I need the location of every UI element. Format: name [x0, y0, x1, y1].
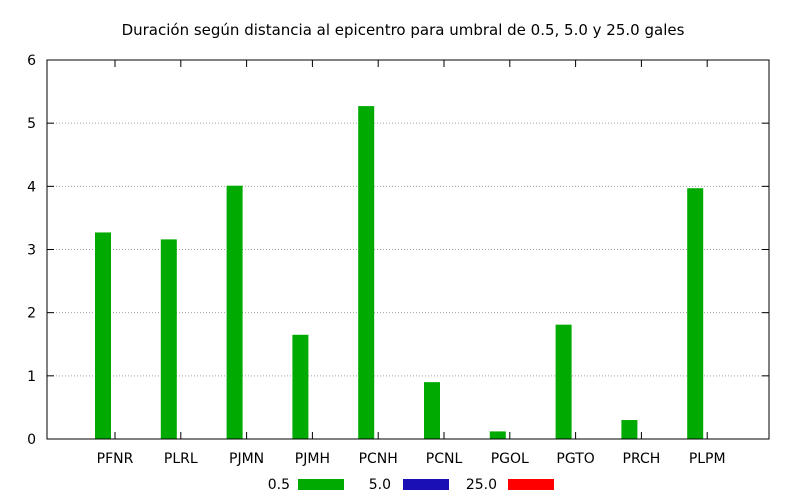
bar-plpm-series-0	[687, 188, 704, 439]
bar-pgto-series-0	[555, 324, 572, 439]
bar-pcnl-series-0	[424, 382, 440, 439]
grid-lines	[47, 122, 769, 377]
y-tick-label: 2	[27, 306, 36, 322]
bar-pjmh-series-0	[292, 334, 309, 439]
bars	[95, 106, 704, 439]
y-tick-label: 0	[27, 432, 36, 448]
x-tick-label: PGTO	[556, 451, 594, 467]
y-tick-label: 6	[27, 53, 36, 69]
bar-pgol-series-0	[489, 431, 506, 439]
bar-pfnr-series-0	[95, 232, 111, 439]
x-tick-label: PRCH	[623, 451, 661, 467]
y-tick-label: 5	[27, 116, 36, 132]
legend-label: 25.0	[466, 477, 497, 493]
legend-swatch	[403, 479, 449, 490]
y-tick-label: 1	[27, 369, 36, 385]
bar-pcnh-series-0	[358, 106, 375, 439]
x-tick-label: PCNL	[426, 451, 463, 467]
x-tick-label: PLRL	[164, 451, 198, 467]
x-tick-label: PJMH	[295, 451, 330, 467]
y-tick-label: 3	[27, 243, 36, 259]
legend: 0.5 5.0 25.0	[268, 477, 554, 493]
bar-plrl-series-0	[160, 239, 177, 439]
x-tick-label: PGOL	[491, 451, 529, 467]
bar-pjmn-series-0	[226, 185, 243, 439]
legend-label: 5.0	[369, 477, 391, 493]
legend-label: 0.5	[268, 477, 290, 493]
legend-swatch	[298, 479, 344, 490]
x-axis: PFNR PLRL PJMN PJMH PCNH PCNL PGOL PGTO PRCH PLPM	[97, 60, 726, 467]
bar-prch-series-0	[621, 420, 638, 439]
x-tick-label: PCNH	[359, 451, 398, 467]
chart-title: Duración según distancia al epicentro pa…	[122, 21, 685, 39]
y-tick-label: 4	[27, 179, 36, 195]
x-tick-label: PLPM	[689, 451, 726, 467]
legend-swatch	[508, 479, 554, 490]
y-axis: 0 1 2 3 4 5 6	[27, 53, 769, 448]
x-tick-label: PFNR	[97, 451, 134, 467]
x-tick-label: PJMN	[229, 451, 264, 467]
